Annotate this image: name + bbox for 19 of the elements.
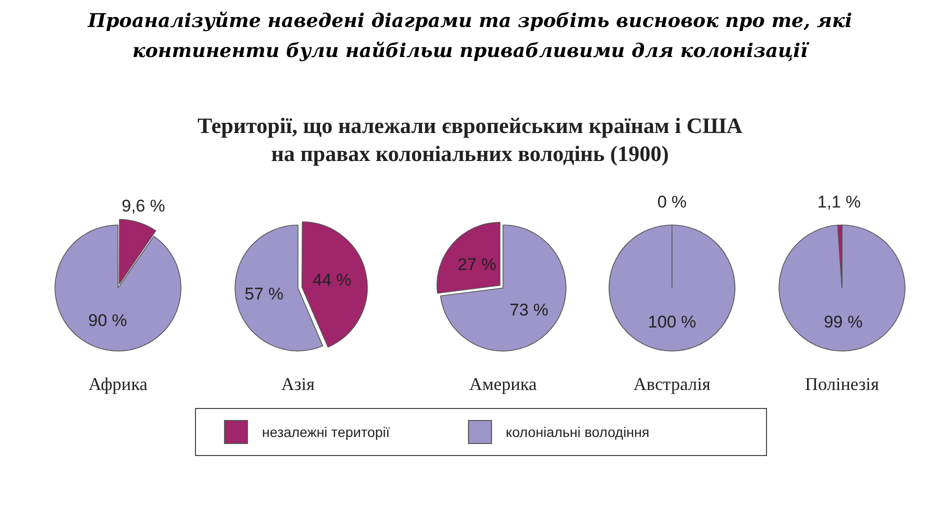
text: Австралія — [632, 374, 712, 395]
legend-label: колоніальні володіння — [506, 424, 650, 440]
text: Полінезія — [804, 374, 880, 395]
data-label: 9,6 % — [122, 196, 166, 216]
text: Африка — [87, 374, 149, 395]
legend-label: незалежні території — [262, 424, 390, 440]
text: Америка — [468, 374, 538, 395]
data-label: 99 % — [824, 312, 863, 332]
data-label: 27 % — [458, 254, 496, 274]
chart-title: Проаналізуйте наведені діаграми та зробіть висновок про те, які континенти були найбільш привабливими для колонізації — [86, 9, 854, 64]
data-label: 73 % — [510, 300, 548, 320]
data-label: 1,1 % — [817, 192, 861, 212]
data-label: 57 % — [244, 284, 284, 304]
text: Азія — [280, 374, 316, 395]
data-label: 100 % — [648, 312, 696, 332]
chart-subtitle: Території, що належали європейським країнам і США на правах колоніальних володінь (1900) — [196, 112, 744, 168]
text: 0 % — [657, 192, 687, 212]
data-label: 44 % — [312, 270, 352, 290]
data-label: 90 % — [88, 310, 128, 330]
